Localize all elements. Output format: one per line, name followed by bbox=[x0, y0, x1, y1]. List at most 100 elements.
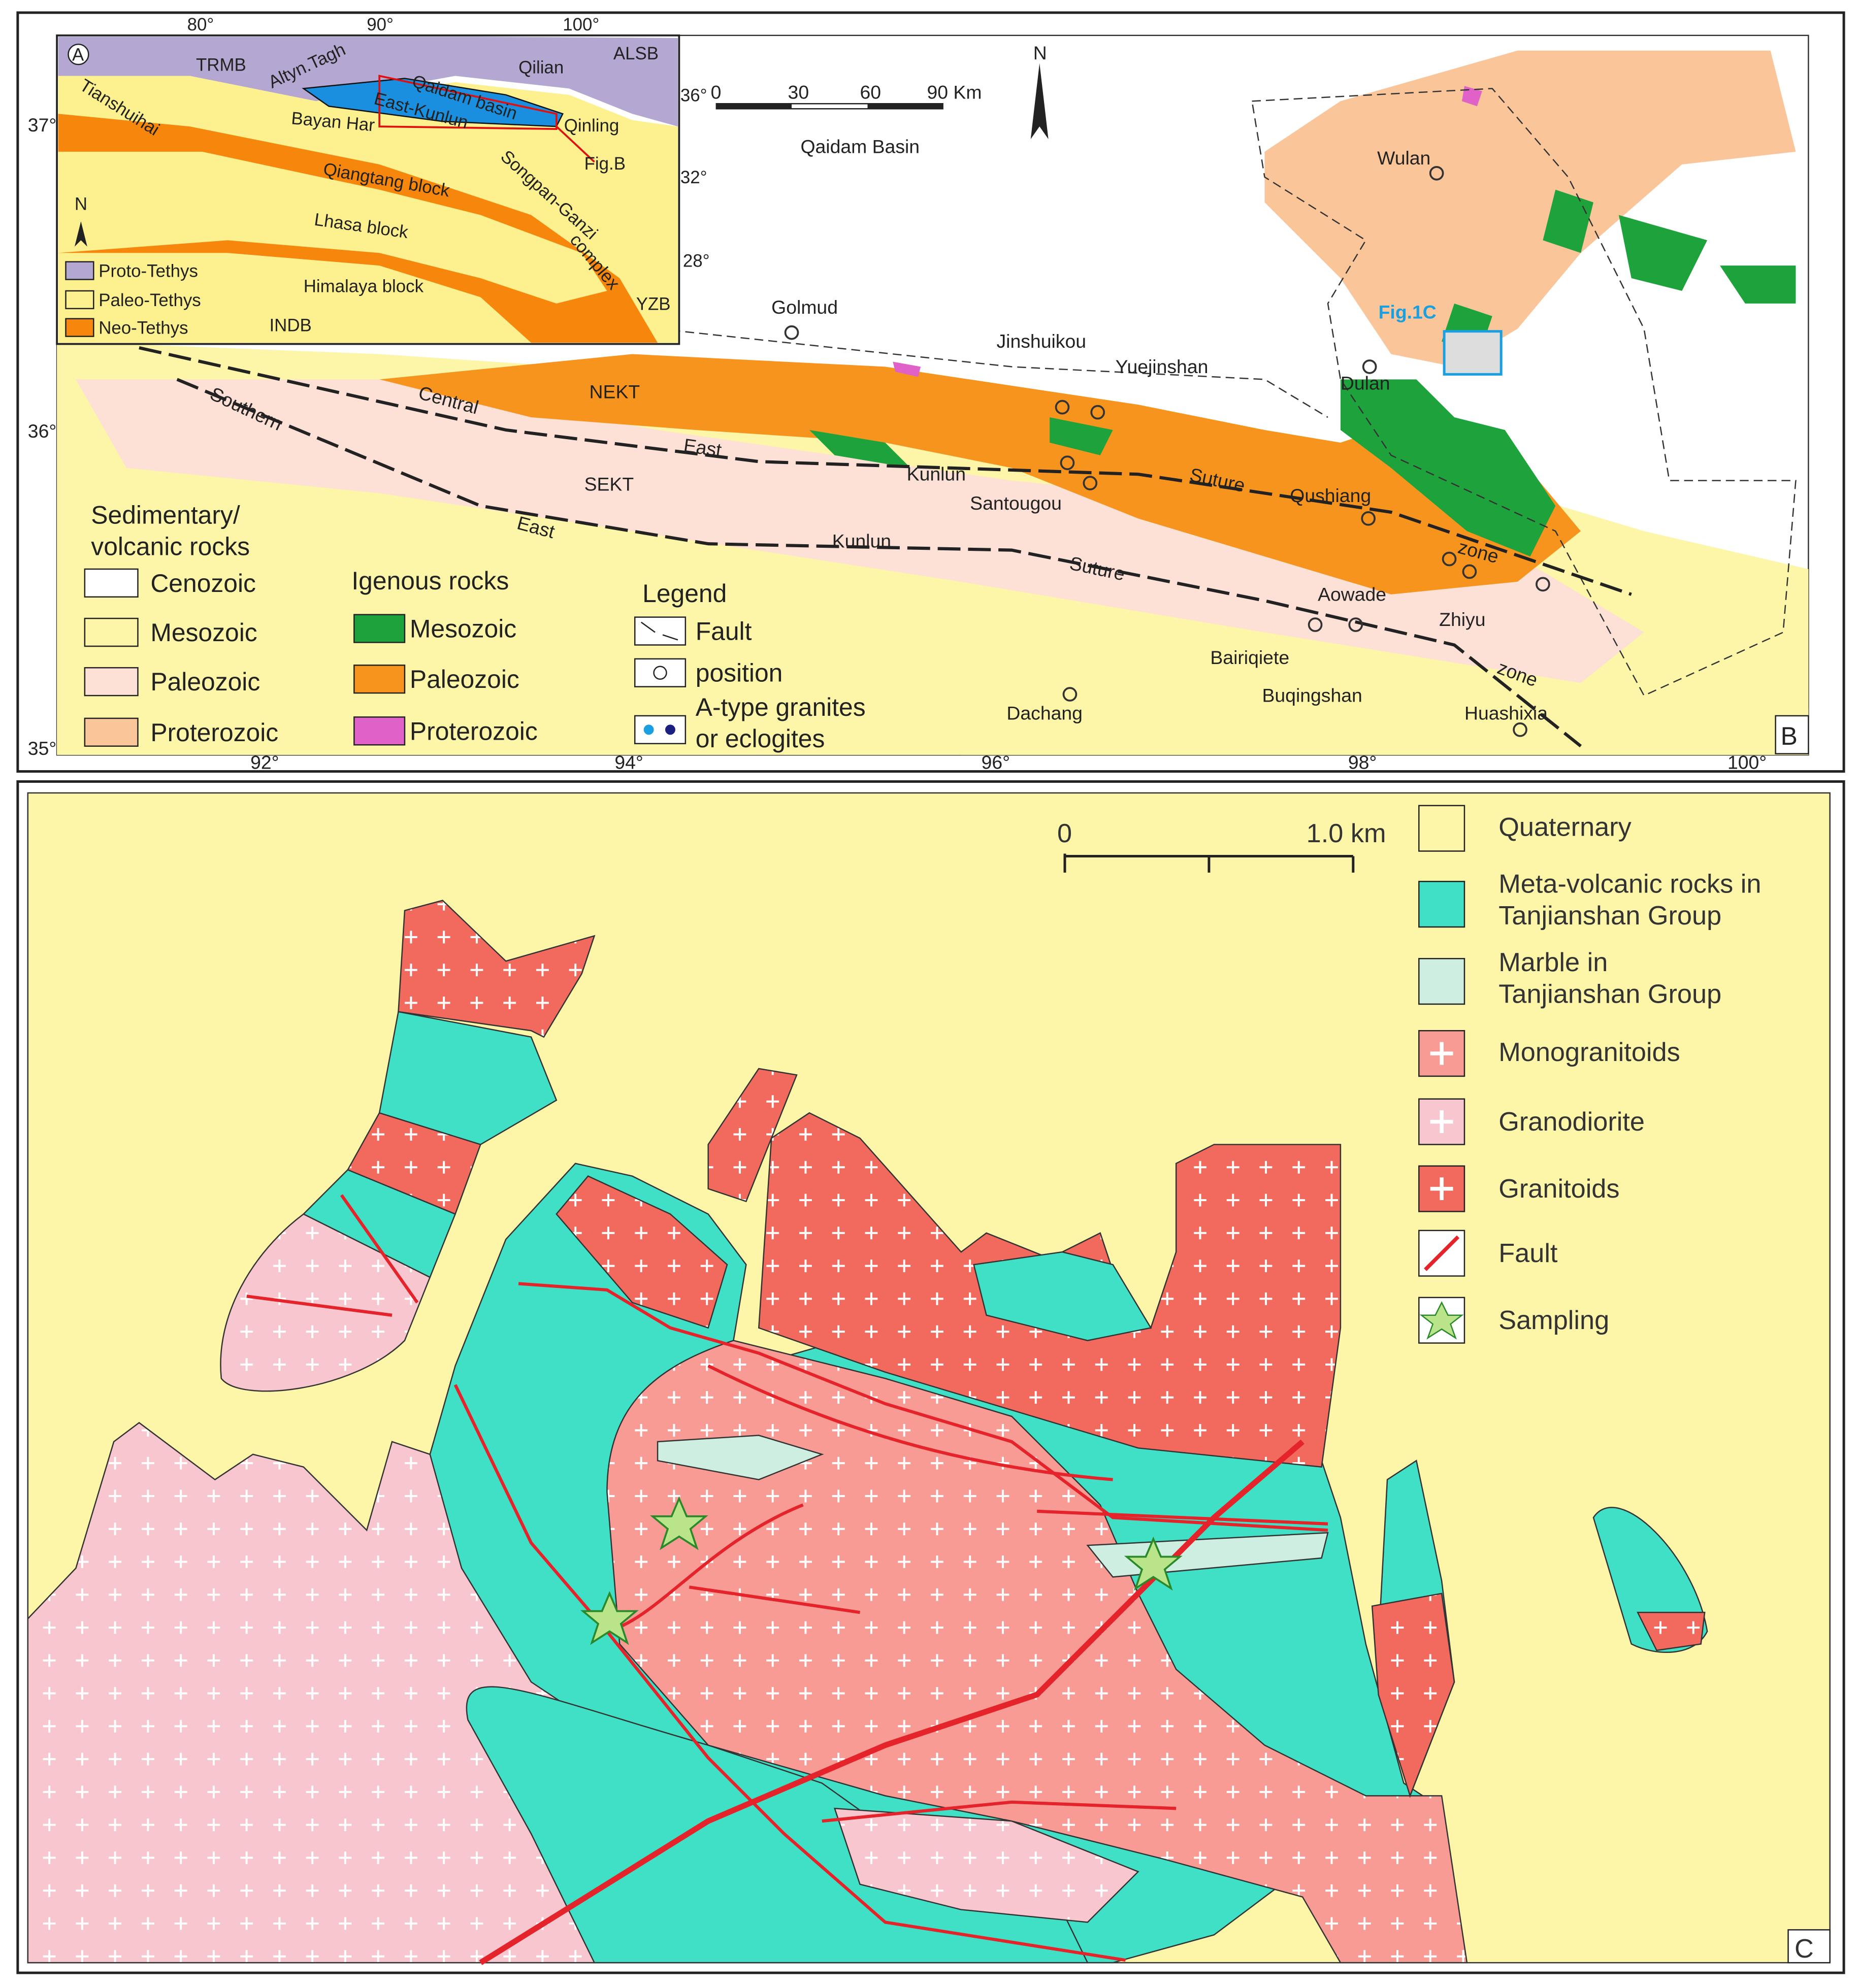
map-shape bbox=[634, 715, 687, 745]
map-shape bbox=[1462, 564, 1477, 579]
label: 32° bbox=[680, 168, 707, 187]
panel-c bbox=[16, 780, 1845, 1974]
label: Kunlun bbox=[832, 531, 891, 552]
map-shape bbox=[556, 1175, 728, 1329]
map-shape bbox=[139, 346, 1632, 596]
label: Dulan bbox=[1341, 372, 1390, 393]
label: Fig.1C bbox=[1379, 302, 1437, 323]
label: Qushiang bbox=[1290, 485, 1371, 506]
group bbox=[784, 165, 1550, 737]
panel-b bbox=[16, 11, 1845, 773]
label: Bairiqiete bbox=[1210, 647, 1289, 668]
label: Dachang bbox=[1006, 702, 1083, 723]
label: Monogranitoids bbox=[1498, 1038, 1680, 1067]
label: Mesozoic bbox=[410, 615, 516, 643]
map-shape bbox=[657, 88, 1797, 697]
label: position bbox=[696, 659, 783, 687]
label: 100° bbox=[563, 15, 599, 35]
label: Fault bbox=[696, 617, 752, 645]
label: 35° bbox=[28, 738, 56, 759]
map-shape bbox=[1418, 958, 1465, 1005]
label: Aowade bbox=[1318, 583, 1386, 605]
map-shape bbox=[1424, 1235, 1460, 1271]
map-shape bbox=[65, 318, 94, 337]
label: Santougou bbox=[970, 492, 1062, 514]
map-shape bbox=[634, 616, 687, 646]
map-shape bbox=[1063, 853, 1355, 873]
label: Kunlun bbox=[907, 463, 966, 485]
label: Qinling bbox=[564, 116, 619, 136]
label: Qaidam Basin bbox=[800, 136, 920, 157]
map-shape bbox=[973, 1251, 1152, 1341]
map-shape bbox=[1090, 405, 1105, 420]
label: N bbox=[1033, 42, 1047, 63]
label: Meta-volcanic rocks in bbox=[1498, 870, 1761, 899]
label: YZB bbox=[636, 294, 671, 314]
map-shape bbox=[556, 125, 595, 163]
map-shape bbox=[784, 325, 799, 340]
label: Legend bbox=[642, 579, 727, 608]
label: Paleo-Tethys bbox=[99, 290, 201, 310]
label: Granodiorite bbox=[1498, 1107, 1645, 1137]
map-shape bbox=[65, 290, 94, 310]
map-shape bbox=[1264, 50, 1796, 367]
map-shape bbox=[74, 221, 87, 247]
label: 90 Km bbox=[927, 81, 982, 103]
map-shape bbox=[606, 1340, 1468, 1964]
label: 0 bbox=[1057, 819, 1072, 848]
map-shape bbox=[353, 665, 406, 694]
label: Proterozoic bbox=[410, 717, 538, 745]
label: Tanjianshan Group bbox=[1498, 901, 1721, 931]
map-shape bbox=[1418, 881, 1465, 928]
map-shape bbox=[353, 716, 406, 746]
label: Proto-Tethys bbox=[99, 261, 198, 281]
map-shape bbox=[1430, 1042, 1453, 1201]
map-shape bbox=[707, 1068, 798, 1203]
map-shape bbox=[1361, 511, 1376, 526]
label: Mesozoic bbox=[150, 618, 257, 647]
label: East bbox=[682, 435, 723, 461]
label: Zhiyu bbox=[1439, 609, 1485, 630]
label: Fig.B bbox=[584, 154, 626, 174]
label: 36° bbox=[680, 85, 707, 105]
map-shape bbox=[378, 1011, 558, 1145]
label: 0 bbox=[711, 81, 722, 103]
group bbox=[246, 1194, 1328, 1962]
label: TRMB bbox=[196, 55, 246, 75]
label: 94° bbox=[614, 752, 643, 773]
map-shape bbox=[84, 667, 139, 697]
map-shape bbox=[453, 1384, 1126, 1962]
label: Tanjianshan Group bbox=[1498, 979, 1721, 1009]
label: volcanic rocks bbox=[91, 533, 250, 561]
map-shape bbox=[1308, 617, 1323, 632]
label: Sedimentary/ bbox=[91, 501, 240, 529]
map-shape bbox=[479, 1439, 1304, 1965]
label: 28° bbox=[683, 251, 710, 271]
label: Paleozoic bbox=[410, 665, 519, 693]
map-shape bbox=[398, 900, 596, 1038]
label: INDB bbox=[269, 316, 311, 336]
label: Cenozoic bbox=[150, 569, 256, 598]
map-shape bbox=[689, 1585, 860, 1614]
map-shape bbox=[1055, 400, 1070, 415]
label: Qilian bbox=[518, 57, 564, 77]
label: Marble in bbox=[1498, 948, 1608, 977]
map-shape bbox=[1030, 63, 1049, 140]
label: 1.0 km bbox=[1307, 819, 1386, 848]
label: Huashixia bbox=[1464, 702, 1548, 723]
map-shape bbox=[634, 658, 687, 687]
map-shape bbox=[606, 1503, 804, 1633]
label: Igenous rocks bbox=[351, 567, 509, 595]
label: 30 bbox=[788, 81, 809, 103]
label: Granitoids bbox=[1498, 1174, 1619, 1204]
map-shape bbox=[84, 568, 139, 598]
map-shape bbox=[665, 724, 675, 735]
label: A-type granites bbox=[696, 693, 866, 721]
map-shape bbox=[1787, 1929, 1831, 1964]
map-shape bbox=[68, 43, 89, 65]
label: Fault bbox=[1498, 1239, 1558, 1268]
map-shape bbox=[707, 1364, 1113, 1481]
map-shape bbox=[1083, 476, 1098, 490]
